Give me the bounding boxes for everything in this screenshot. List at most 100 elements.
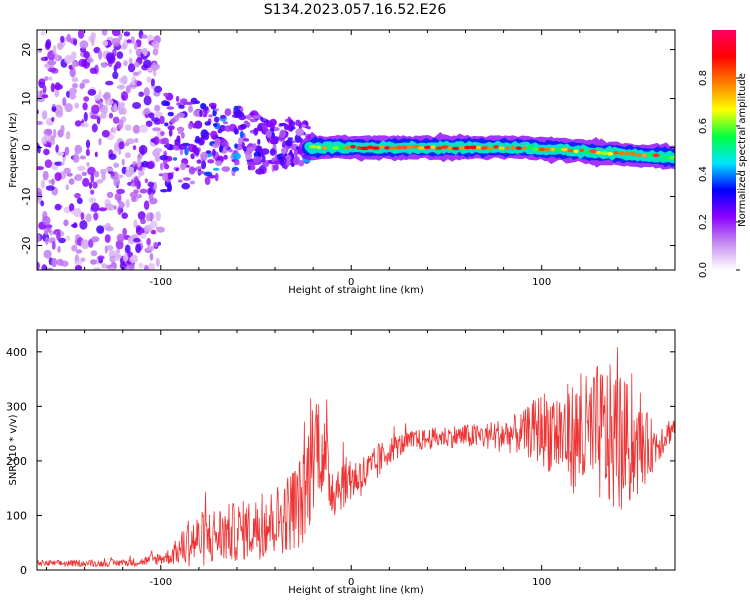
heatmap-cell bbox=[45, 236, 49, 245]
heatmap-cell bbox=[143, 200, 150, 210]
heatmap-cell bbox=[613, 150, 619, 155]
heatmap-cell bbox=[42, 84, 47, 94]
heatmap-cell bbox=[451, 146, 461, 151]
heatmap-cell bbox=[544, 147, 551, 152]
heatmap-cell bbox=[161, 137, 169, 144]
heatmap-cell bbox=[44, 76, 49, 81]
heatmap-cell bbox=[83, 111, 88, 122]
heatmap-cell bbox=[199, 137, 205, 146]
heatmap-cell bbox=[464, 145, 471, 150]
heatmap-cell bbox=[53, 128, 57, 139]
heatmap-cell bbox=[80, 257, 86, 263]
heatmap-cell bbox=[220, 114, 226, 119]
heatmap-cell bbox=[635, 153, 642, 157]
heatmap-cell bbox=[76, 197, 83, 204]
colorbar-label: Normalized spectral amplitude bbox=[737, 73, 748, 227]
heatmap-cell bbox=[143, 59, 152, 69]
heatmap-cell bbox=[79, 155, 86, 160]
heatmap-cell bbox=[74, 264, 83, 270]
heatmap-cell bbox=[243, 138, 250, 142]
heatmap-cell bbox=[125, 85, 131, 94]
heatmap-cell bbox=[118, 119, 124, 130]
heatmap-cell bbox=[166, 106, 175, 110]
heatmap-cell bbox=[550, 147, 556, 152]
heatmap-cell bbox=[215, 160, 223, 167]
y-tick-label: 0 bbox=[20, 144, 33, 151]
heatmap-cell bbox=[234, 128, 239, 135]
x-tick-label: -100 bbox=[149, 577, 172, 588]
heatmap-cell bbox=[159, 162, 164, 171]
heatmap-cell bbox=[126, 39, 132, 44]
heatmap-cell bbox=[179, 98, 188, 104]
heatmap-cell bbox=[233, 109, 243, 118]
heatmap-cell bbox=[153, 147, 163, 154]
heatmap-cell bbox=[152, 127, 161, 132]
heatmap-cell bbox=[133, 61, 140, 68]
colorbar-tick-label: 0.0 bbox=[698, 262, 709, 278]
spectrogram-frame bbox=[36, 29, 676, 271]
heatmap-cell bbox=[165, 101, 171, 107]
heatmap-cell bbox=[228, 148, 233, 153]
heatmap-cell bbox=[624, 151, 631, 156]
heatmap-cell bbox=[79, 220, 88, 230]
heatmap-cell bbox=[668, 155, 675, 160]
heatmap-cell bbox=[384, 146, 391, 150]
heatmap-cell bbox=[150, 229, 157, 235]
heatmap-cell bbox=[573, 149, 579, 154]
heatmap-cell bbox=[55, 144, 59, 153]
heatmap-cell bbox=[44, 159, 53, 169]
heatmap-cell bbox=[522, 146, 527, 150]
snr-ylabel: SNR (10 * v/v) bbox=[8, 414, 19, 485]
heatmap-cell bbox=[297, 160, 305, 167]
heatmap-cell bbox=[118, 141, 125, 150]
heatmap-cell bbox=[245, 152, 252, 161]
heatmap-cell bbox=[51, 117, 55, 122]
heatmap-cell bbox=[295, 128, 305, 137]
heatmap-cell bbox=[124, 124, 132, 131]
heatmap-cell bbox=[163, 92, 169, 97]
heatmap-cell bbox=[148, 262, 155, 270]
heatmap-cell bbox=[146, 76, 152, 83]
heatmap-cell bbox=[252, 156, 261, 164]
heatmap-cell bbox=[301, 124, 307, 128]
heatmap-cell bbox=[129, 256, 139, 264]
heatmap-cell bbox=[526, 146, 535, 150]
heatmap-cell bbox=[64, 55, 73, 64]
heatmap-cell bbox=[286, 158, 291, 167]
heatmap-cell bbox=[271, 132, 275, 137]
heatmap-cell bbox=[132, 71, 140, 76]
heatmap-cell bbox=[109, 255, 116, 263]
heatmap-cell bbox=[140, 218, 146, 225]
heatmap-cell bbox=[146, 238, 151, 246]
heatmap-cell bbox=[600, 151, 609, 155]
heatmap-cell bbox=[223, 154, 228, 160]
heatmap-cell bbox=[203, 171, 213, 177]
heatmap-cell bbox=[112, 126, 117, 135]
heatmap-cell bbox=[120, 91, 129, 101]
heatmap-cell bbox=[112, 116, 120, 125]
heatmap-cell bbox=[260, 148, 270, 155]
heatmap-cell bbox=[152, 48, 159, 56]
heatmap-cell bbox=[224, 125, 233, 132]
heatmap-cell bbox=[63, 167, 71, 174]
heatmap-cell bbox=[204, 176, 211, 186]
heatmap-cell bbox=[101, 30, 108, 36]
heatmap-cell bbox=[102, 94, 110, 99]
heatmap-cell bbox=[90, 250, 98, 257]
heatmap-cell bbox=[101, 263, 108, 269]
colorbar-tick-label: 0.4 bbox=[698, 166, 709, 182]
heatmap-cell bbox=[37, 48, 43, 53]
heatmap-cell bbox=[62, 97, 67, 107]
heatmap-cell bbox=[71, 244, 78, 252]
heatmap-cell bbox=[43, 227, 49, 236]
heatmap-cell bbox=[44, 56, 48, 61]
heatmap-cell bbox=[133, 219, 138, 229]
heatmap-cell bbox=[72, 83, 78, 89]
heatmap-cell bbox=[47, 227, 52, 233]
heatmap-cell bbox=[168, 129, 173, 137]
heatmap-cell bbox=[281, 156, 286, 161]
heatmap-cell bbox=[79, 40, 89, 49]
heatmap-cell bbox=[143, 107, 151, 115]
heatmap-cell bbox=[119, 101, 125, 109]
